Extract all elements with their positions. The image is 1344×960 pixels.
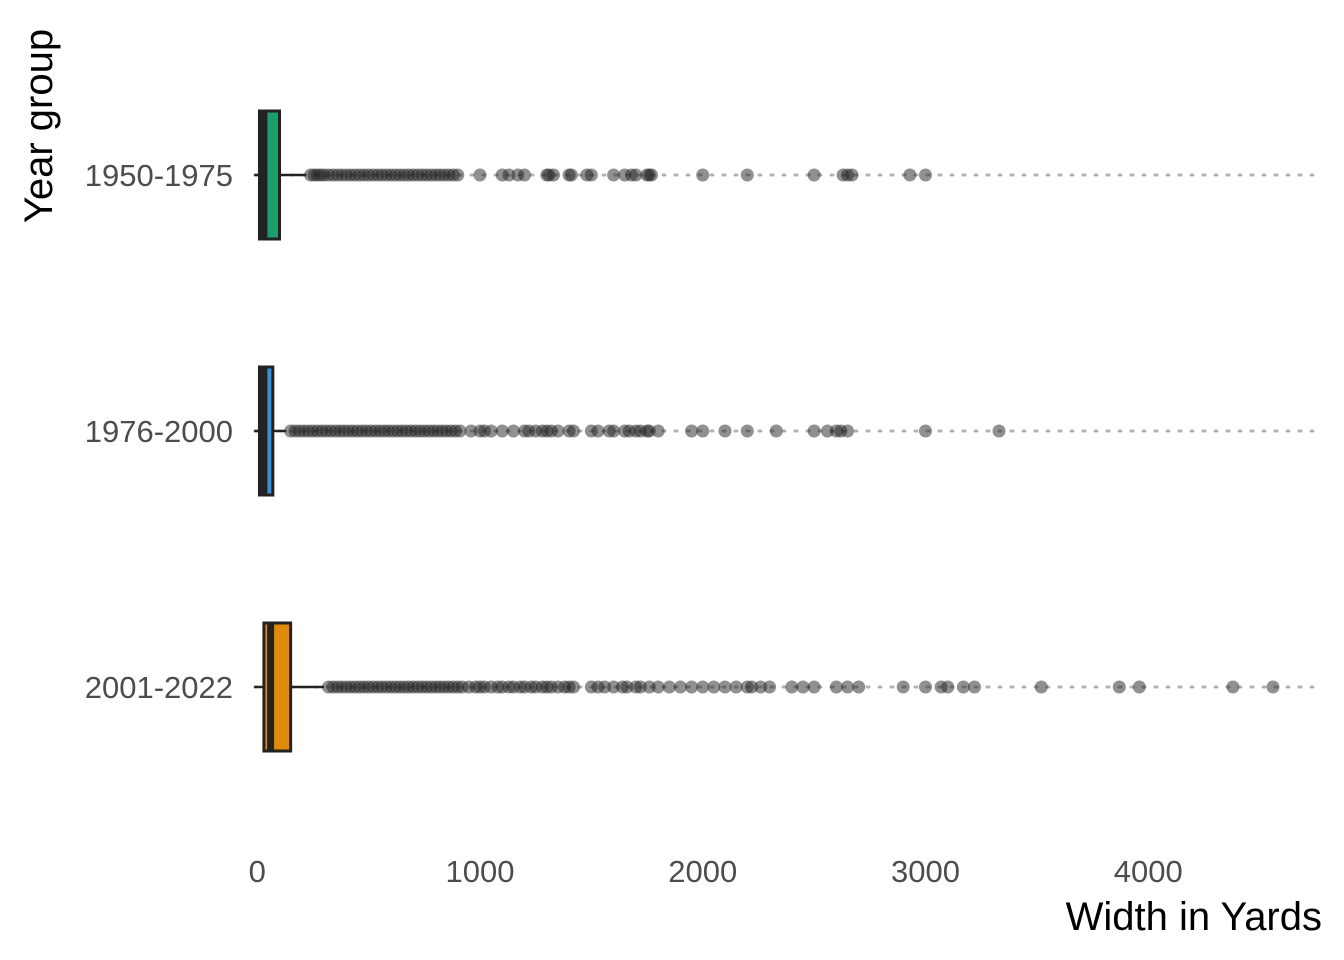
- outlier-point: [642, 424, 656, 438]
- outlier-point: [941, 680, 955, 694]
- outlier-point: [673, 680, 687, 694]
- y-tick-label: 2001-2022: [85, 670, 233, 705]
- outlier-point: [903, 168, 917, 182]
- outlier-point: [645, 168, 659, 182]
- outlier-point: [918, 424, 932, 438]
- x-tick-label: 1000: [445, 854, 514, 889]
- outlier-point: [707, 680, 721, 694]
- outlier-point: [651, 424, 665, 438]
- outlier-point: [502, 168, 516, 182]
- outlier-point: [453, 424, 467, 438]
- x-tick-label: 3000: [891, 854, 960, 889]
- outlier-point: [696, 424, 710, 438]
- outlier-point: [607, 680, 621, 694]
- outlier-point: [740, 424, 754, 438]
- outlier-point: [451, 168, 465, 182]
- outlier-point: [598, 680, 612, 694]
- outlier-point: [567, 424, 581, 438]
- outlier-point: [464, 424, 478, 438]
- outlier-point: [763, 680, 777, 694]
- x-tick-labels: 0 1000 2000 3000 4000: [249, 854, 1183, 889]
- outlier-point: [642, 680, 656, 694]
- outlier-point: [745, 680, 759, 694]
- outlier-point: [662, 680, 676, 694]
- outlier-point: [506, 424, 520, 438]
- outlier-point: [629, 168, 643, 182]
- outlier-point: [651, 680, 665, 694]
- outlier-point: [495, 424, 509, 438]
- y-tick-labels: 1950-1975 1976-2000 2001-2022: [85, 158, 233, 705]
- outlier-point: [633, 680, 647, 694]
- outlier-point: [567, 680, 581, 694]
- outlier-point: [1034, 680, 1048, 694]
- outlier-point: [584, 168, 598, 182]
- y-axis-title: Year group: [17, 29, 61, 223]
- x-axis-title: Width in Yards: [1066, 895, 1322, 939]
- outlier-point: [518, 168, 532, 182]
- outlier-point: [896, 680, 910, 694]
- outlier-point: [852, 680, 866, 694]
- outlier-point: [564, 168, 578, 182]
- outlier-point: [754, 680, 768, 694]
- outlier-point: [718, 424, 732, 438]
- outlier-point: [820, 424, 834, 438]
- x-tick-label: 2000: [668, 854, 737, 889]
- outlier-point: [785, 680, 799, 694]
- outlier-point: [696, 680, 710, 694]
- outlier-point: [1132, 680, 1146, 694]
- outlier-point: [841, 680, 855, 694]
- outlier-point: [591, 424, 605, 438]
- outlier-point: [1226, 680, 1240, 694]
- outlier-point: [956, 680, 970, 694]
- outlier-point: [740, 168, 754, 182]
- x-tick-label: 4000: [1114, 854, 1183, 889]
- outlier-points: [284, 168, 1280, 694]
- outlier-point: [551, 424, 565, 438]
- outlier-point: [845, 168, 859, 182]
- outlier-point: [685, 424, 699, 438]
- outlier-point: [484, 424, 498, 438]
- boxes: [254, 109, 325, 753]
- outlier-point: [918, 168, 932, 182]
- outlier-point: [607, 424, 621, 438]
- outlier-point: [918, 680, 932, 694]
- outlier-point: [620, 680, 634, 694]
- outlier-point: [1266, 680, 1280, 694]
- outlier-point: [685, 680, 699, 694]
- x-tick-label: 0: [249, 854, 266, 889]
- outlier-point: [796, 680, 810, 694]
- outlier-point: [607, 168, 621, 182]
- outlier-point: [968, 680, 982, 694]
- outlier-point: [473, 168, 487, 182]
- outlier-point: [807, 424, 821, 438]
- outlier-point: [992, 424, 1006, 438]
- outlier-point: [769, 424, 783, 438]
- outlier-point: [696, 168, 710, 182]
- outlier-point: [807, 680, 821, 694]
- outlier-point: [829, 680, 843, 694]
- outlier-point: [729, 680, 743, 694]
- outlier-point: [1112, 680, 1126, 694]
- outlier-point: [546, 168, 560, 182]
- y-tick-label: 1950-1975: [85, 158, 233, 193]
- outlier-point: [841, 424, 855, 438]
- outlier-point: [718, 680, 732, 694]
- y-tick-label: 1976-2000: [85, 414, 233, 449]
- outlier-point: [807, 168, 821, 182]
